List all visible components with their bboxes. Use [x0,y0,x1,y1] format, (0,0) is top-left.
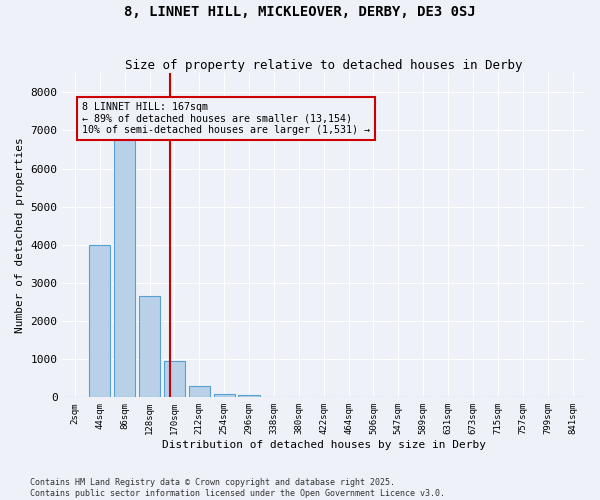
Bar [114,115,135,398]
Bar [89,245,110,398]
Y-axis label: Number of detached properties: Number of detached properties [15,138,25,333]
Text: 8, LINNET HILL, MICKLEOVER, DERBY, DE3 0SJ: 8, LINNET HILL, MICKLEOVER, DERBY, DE3 0… [124,5,476,19]
Bar [139,296,160,398]
Bar [164,361,185,398]
Bar [189,386,210,398]
Title: Size of property relative to detached houses in Derby: Size of property relative to detached ho… [125,59,523,72]
Text: Contains HM Land Registry data © Crown copyright and database right 2025.
Contai: Contains HM Land Registry data © Crown c… [30,478,445,498]
Bar [214,394,235,398]
Bar [238,396,260,398]
Text: 8 LINNET HILL: 167sqm
← 89% of detached houses are smaller (13,154)
10% of semi-: 8 LINNET HILL: 167sqm ← 89% of detached … [82,102,370,135]
X-axis label: Distribution of detached houses by size in Derby: Distribution of detached houses by size … [162,440,486,450]
